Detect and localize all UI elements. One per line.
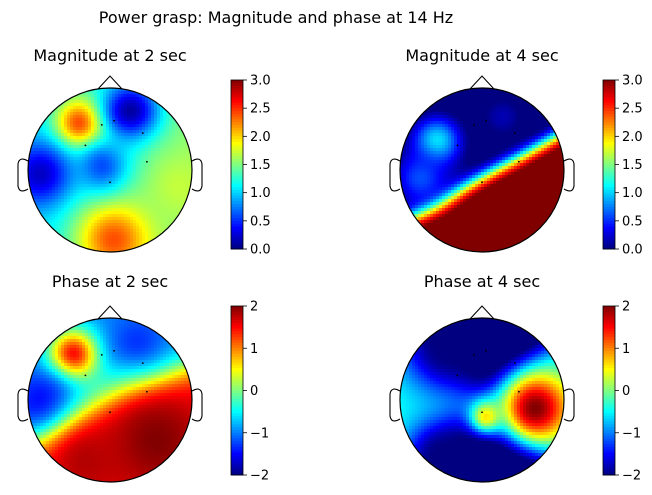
left-ear-outline [389, 388, 401, 422]
sensor-dot [472, 354, 475, 356]
colorbar-tick-label: 2 [622, 300, 630, 315]
sensor-dot [146, 160, 148, 163]
sensor-dot [109, 181, 111, 184]
nose-outline [469, 305, 495, 320]
head-outline [399, 87, 565, 253]
right-ear-outline [191, 388, 203, 422]
colorbar-tick-label: 1.5 [250, 158, 271, 173]
colorbar-tick-label: 1 [250, 342, 258, 357]
topomap-heat-2 [400, 88, 564, 252]
left-ear-outline [389, 158, 401, 192]
sensor-dot [146, 390, 148, 393]
panel-title-magnitude-4s: Magnitude at 4 sec [405, 46, 559, 65]
colorbar-tick-label: 2.5 [250, 102, 271, 117]
head-outline [399, 317, 565, 483]
topomap-4 [389, 305, 575, 483]
colorbar-tick-label: −2 [622, 469, 641, 484]
colorbar-tick-label: 2.0 [622, 130, 643, 145]
panel-title-phase-2s: Phase at 2 sec [51, 272, 169, 291]
head-outline [27, 87, 193, 253]
colorbar-tick-label: −1 [250, 426, 269, 441]
sensor-dot [481, 181, 483, 184]
sensor-dot [100, 124, 103, 126]
nose-outline [469, 75, 495, 90]
right-ear-outline [563, 388, 575, 422]
topomap-1 [17, 75, 203, 253]
colorbar-tick-label: −1 [622, 426, 641, 441]
colorbar-tick-label: 1.5 [622, 158, 643, 173]
colorbar-tick-label: 2.5 [622, 102, 643, 117]
colorbar-tick-label: 2 [250, 300, 258, 315]
sensor-dot [141, 132, 144, 135]
sensor-dot [113, 119, 115, 122]
sensor-dot [513, 132, 516, 135]
sensor-dot [456, 144, 459, 147]
nose-outline [97, 75, 123, 90]
sensor-dot [100, 354, 103, 356]
sensor-dot [518, 390, 520, 393]
sensor-dot [84, 144, 87, 147]
colorbar-3: −2 −1 0 1 2 [230, 300, 269, 484]
sensor-dot [141, 362, 144, 364]
colorbar-tick-label: −2 [250, 469, 269, 484]
colorbar-4: −2 −1 0 1 2 [602, 300, 641, 484]
panel-title-magnitude-2s: Magnitude at 2 sec [33, 46, 187, 65]
nose-outline [97, 305, 123, 320]
panel-title-phase-4s: Phase at 4 sec [423, 272, 541, 291]
sensor-dot [456, 374, 459, 377]
colorbar-tick-label: 1 [622, 342, 630, 357]
colorbar-1: 0.0 0.5 1.0 1.5 2.0 2.5 3.0 [230, 74, 271, 258]
colorbar-tick-label: 0.5 [250, 214, 271, 229]
colorbar-tick-label: 3.0 [622, 74, 643, 89]
topomap-3 [17, 305, 203, 483]
colorbar-tick-label: 0 [250, 384, 258, 399]
right-ear-outline [563, 158, 575, 192]
left-ear-outline [17, 158, 29, 192]
colorbar-tick-label: 0.0 [250, 243, 271, 258]
sensor-dot [518, 160, 520, 163]
right-ear-outline [191, 158, 203, 192]
head-outline [27, 317, 193, 483]
figure-title: Power grasp: Magnitude and phase at 14 H… [98, 8, 454, 27]
colorbar-tick-label: 0.0 [622, 243, 643, 258]
sensor-dot [113, 349, 115, 352]
sensor-dot [109, 411, 111, 414]
sensor-dot [513, 362, 516, 364]
colorbar-tick-label: 1.0 [250, 186, 271, 201]
left-ear-outline [17, 388, 29, 422]
colorbar-tick-label: 0 [622, 384, 630, 399]
topomap-2 [389, 75, 575, 253]
colorbar-tick-label: 0.5 [622, 214, 643, 229]
sensor-dot [481, 411, 483, 414]
sensor-dot [472, 124, 475, 126]
colorbar-2: 0.0 0.5 1.0 1.5 2.0 2.5 3.0 [602, 74, 643, 258]
colorbar-tick-label: 2.0 [250, 130, 271, 145]
colorbar-tick-label: 1.0 [622, 186, 643, 201]
sensor-dot [485, 119, 487, 122]
topomap-heat-3 [28, 318, 192, 482]
sensor-dot [485, 349, 487, 352]
colorbar-tick-label: 3.0 [250, 74, 271, 89]
topomap-heat-1 [28, 88, 192, 252]
sensor-dot [84, 374, 87, 377]
